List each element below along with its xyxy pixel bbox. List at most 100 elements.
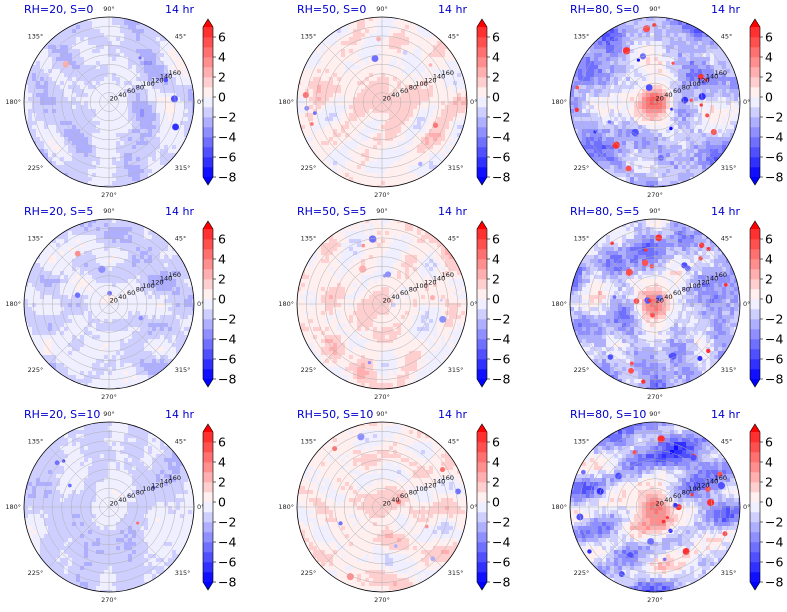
colorbar-extend-min — [203, 582, 213, 590]
radial-tick-label: 60 — [127, 289, 135, 297]
colorbar-segment — [477, 27, 487, 38]
colorbar-segment — [477, 57, 487, 68]
polar-frame — [569, 218, 741, 390]
angle-tick-label: 0° — [470, 503, 477, 511]
angle-tick-label: 45° — [721, 437, 733, 445]
contour-field — [297, 17, 467, 187]
colorbar-segment — [750, 157, 760, 168]
colorbar-segment — [477, 127, 487, 138]
colorbar-tick-label: 6 — [218, 232, 226, 247]
radial-tick-label: 60 — [400, 492, 408, 500]
angular-gridline — [381, 243, 443, 305]
radial-tick-label: 120 — [697, 76, 709, 84]
polar-frame — [569, 16, 741, 188]
angle-tick-label: 0° — [470, 300, 477, 308]
panel-title: RH=20, S=0 — [24, 3, 93, 16]
angle-tick-label: 315° — [448, 569, 464, 577]
colorbar-segment — [477, 269, 487, 280]
colorbar-segment — [477, 239, 487, 250]
colorbar-tick-label: 0 — [765, 90, 773, 105]
polar-frame — [23, 16, 195, 188]
radial-tick-label: 120 — [151, 481, 163, 489]
colorbar-tick-label: −4 — [218, 130, 236, 145]
angle-tick-label: 270° — [374, 596, 390, 604]
angle-tick-label: 90° — [649, 5, 661, 13]
colorbar-segment — [203, 107, 213, 118]
colorbar-segment — [203, 359, 213, 370]
polar-panel: 0°45°90°135°180°225°270°315°20 40 60 801001… — [551, 3, 783, 199]
colorbar-tick-label: −2 — [218, 312, 236, 327]
angular-gridline — [321, 41, 383, 103]
radial-tick-label: 100 — [688, 282, 700, 290]
polar-grid — [24, 17, 194, 187]
angle-tick-label: 270° — [374, 393, 390, 401]
angle-tick-label: 225° — [28, 569, 44, 577]
colorbar-tick-label: −6 — [218, 150, 236, 165]
colorbar-segment — [203, 259, 213, 270]
colorbar-segment — [203, 299, 213, 310]
colorbar-segment — [477, 229, 487, 240]
angle-tick-label: 270° — [647, 393, 663, 401]
angular-gridline — [594, 446, 656, 508]
angle-tick-label: 180° — [278, 503, 294, 511]
polar-panel: 0°45°90°135°180°225°270°315°20 40 60 801001… — [5, 3, 236, 199]
contour-field — [24, 422, 194, 592]
colorbar-segment — [203, 97, 213, 108]
panel-time-label: 14 hr — [711, 3, 740, 16]
radial-tick-label: 120 — [424, 278, 436, 286]
polar-panel: 0°45°90°135°180°225°270°315°20 40 60 801001… — [551, 408, 783, 604]
colorbar-segment — [750, 482, 760, 493]
colorbar-outline — [749, 423, 761, 591]
angle-tick-label: 315° — [721, 366, 737, 374]
angular-gridline — [381, 506, 443, 568]
angular-gridline — [108, 303, 170, 365]
colorbar-segment — [477, 339, 487, 350]
colorbar-tick-label: −4 — [765, 130, 783, 145]
colorbar-segment — [477, 359, 487, 370]
colorbar-segment — [203, 77, 213, 88]
colorbar-segment — [203, 552, 213, 563]
angle-tick-label: 270° — [647, 191, 663, 199]
colorbar-segment — [203, 269, 213, 280]
colorbar-segment — [750, 299, 760, 310]
colorbar-segment — [203, 249, 213, 260]
colorbar-tick-label: 4 — [218, 252, 226, 267]
colorbar-tick-label: −4 — [765, 332, 783, 347]
colorbar-segment — [477, 432, 487, 443]
colorbar-tick-label: 0 — [765, 495, 773, 510]
colorbar-tick-label: −2 — [765, 110, 783, 125]
colorbar-segment — [203, 369, 213, 380]
colorbar-segment — [477, 249, 487, 260]
colorbar-segment — [750, 249, 760, 260]
panel-title: RH=20, S=5 — [24, 205, 93, 218]
colorbar-segment — [750, 542, 760, 553]
colorbar-tick-label: 2 — [218, 70, 226, 85]
radial-tick-label: 40 — [391, 91, 399, 99]
radial-tick-label: 120 — [424, 76, 436, 84]
radial-tick-label: 20 — [110, 94, 118, 102]
colorbar-tick-label: 0 — [218, 292, 226, 307]
colorbar-segment — [750, 452, 760, 463]
colorbar-tick-label: 2 — [492, 70, 500, 85]
colorbar-tick-label: 4 — [765, 252, 773, 267]
colorbar-segment — [203, 502, 213, 513]
colorbar-outline — [476, 423, 488, 591]
colorbar-tick-label: −4 — [492, 130, 510, 145]
angle-tick-label: 315° — [175, 366, 191, 374]
colorbar-segment — [477, 572, 487, 583]
colorbar-segment — [750, 339, 760, 350]
angle-tick-label: 90° — [103, 410, 115, 418]
angular-gridline — [321, 506, 383, 568]
colorbar-tick-label: 4 — [765, 50, 773, 65]
colorbar-segment — [477, 492, 487, 503]
colorbar-outline — [202, 423, 214, 591]
angle-tick-label: 0° — [197, 98, 204, 106]
radial-tick-label: 80 — [136, 286, 144, 294]
colorbar-segment — [750, 67, 760, 78]
colorbar-extend-max — [750, 424, 760, 432]
colorbar-segment — [750, 319, 760, 330]
colorbar-tick-label: −6 — [765, 150, 783, 165]
colorbar-tick-label: −8 — [765, 170, 783, 185]
panel-title: RH=80, S=5 — [570, 205, 639, 218]
